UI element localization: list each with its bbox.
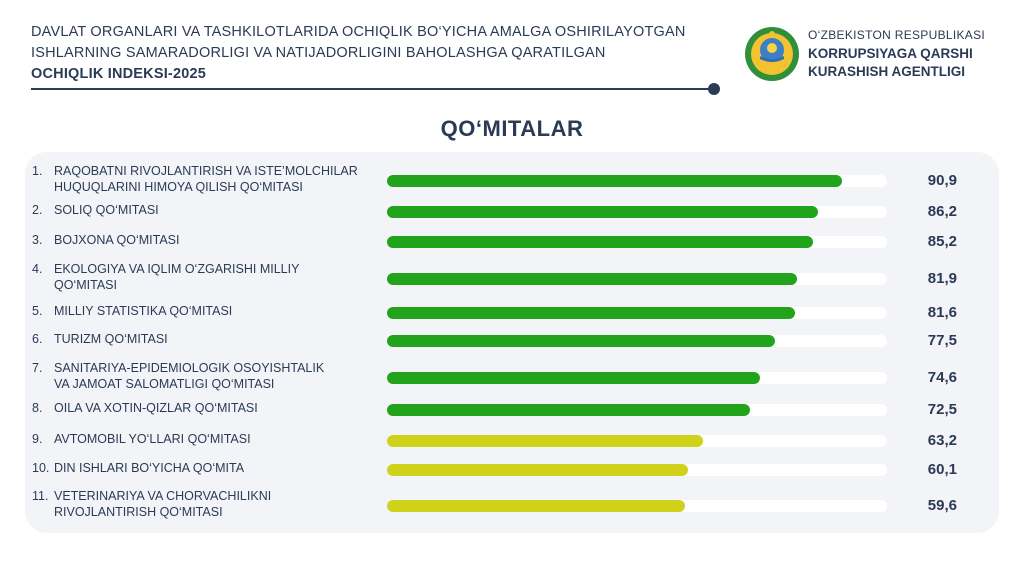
header-title-line-3: OCHIQLIK INDEKSI-2025 <box>31 66 207 82</box>
bar-label-number: 6. <box>32 332 43 346</box>
bar-label-number: 3. <box>32 233 43 247</box>
bar-label-text: SOLIQ QO‘MITASI <box>54 203 159 217</box>
bar <box>387 500 685 512</box>
bar-label: 11. VETERINARIYA VA CHORVACHILIKNI RIVOJLA… <box>32 488 271 520</box>
bar <box>387 372 760 384</box>
bar-label: 5. MILLIY STATISTIKA QO‘MITASI <box>32 303 232 319</box>
bar <box>387 206 818 218</box>
bar-label-text: SANITARIYA-EPIDEMIOLOGIK OSOYISHTALIK <box>54 361 325 375</box>
bar <box>387 404 750 416</box>
bar-label-number: 1. <box>32 164 43 178</box>
bar <box>387 464 688 476</box>
bar-label-number: 5. <box>32 304 43 318</box>
bar-label: 6. TURIZM QO‘MITASI <box>32 331 168 347</box>
bar-label-number: 2. <box>32 203 43 217</box>
bar-label-text: VETERINARIYA VA CHORVACHILIKNI <box>54 489 272 503</box>
bar-value-label: 74,6 <box>927 369 957 386</box>
bar-value-label: 59,6 <box>927 497 957 514</box>
bar-value-label: 85,2 <box>927 233 957 250</box>
bar-value-label: 81,6 <box>927 304 957 321</box>
agency-name-line-3: KURASHISH AGENTLIGI <box>808 64 966 79</box>
bar-label-text: RAQOBATNI RIVOJLANTIRISH VA ISTE’MOLCHIL… <box>54 164 358 178</box>
header-title-line-2: ISHLARNING SAMARADORLIGI VA NATIJADORLIG… <box>31 45 606 61</box>
bar-label: 2. SOLIQ QO‘MITASI <box>32 202 159 218</box>
bar-label: 10. DIN ISHLARI BO‘YICHA QO‘MITA <box>32 460 244 476</box>
bar-label-text: RIVOJLANTIRISH QO‘MITASI <box>54 505 223 519</box>
bar-label-text: TURIZM QO‘MITASI <box>54 332 168 346</box>
bar <box>387 236 813 248</box>
bar-label: 9. AVTOMOBIL YO‘LLARI QO‘MITASI <box>32 431 251 447</box>
bar <box>387 273 797 285</box>
bar-label: 4. EKOLOGIYA VA IQLIM O‘ZGARISHI MILLIY QO… <box>32 261 299 293</box>
header-title-line-1: DAVLAT ORGANLARI VA TASHKILOTLARIDA OCHI… <box>31 24 686 40</box>
bar <box>387 435 703 447</box>
section-title: QO‘MITALAR <box>440 116 584 141</box>
bar-value-label: 90,9 <box>927 172 957 189</box>
bar-value-label: 60,1 <box>927 461 957 478</box>
bar-label-text: EKOLOGIYA VA IQLIM O‘ZGARISHI MILLIY <box>54 262 300 276</box>
bar-label-text: BOJXONA QO‘MITASI <box>54 233 180 247</box>
bar-label-number: 8. <box>32 401 43 415</box>
bar-label-text: QO‘MITASI <box>54 278 117 292</box>
bar-label-text: HUQUQLARINI HIMOYA QILISH QO‘MITASI <box>54 180 303 194</box>
bar-label: 7. SANITARIYA-EPIDEMIOLOGIK OSOYISHTALIK V… <box>32 360 324 392</box>
bar-value-label: 81,9 <box>927 270 957 287</box>
bar-label-number: 7. <box>32 361 43 375</box>
agency-name-line-2: KORRUPSIYAGA QARSHI <box>808 46 973 61</box>
bar-value-label: 77,5 <box>927 332 957 349</box>
header-divider-dot <box>708 83 720 95</box>
bar-label-text: MILLIY STATISTIKA QO‘MITASI <box>54 304 233 318</box>
bar-value-label: 63,2 <box>927 432 957 449</box>
bar-label-number: 4. <box>32 262 43 276</box>
state-emblem-icon <box>745 27 799 81</box>
bar-label-number: 10. <box>32 461 50 475</box>
bar <box>387 335 775 347</box>
bar-value-label: 86,2 <box>927 203 957 220</box>
bar-value-label: 72,5 <box>927 401 957 418</box>
bar-label-number: 11. <box>32 489 49 503</box>
bar-label-text: VA JAMOAT SALOMATLIGI QO‘MITASI <box>54 377 275 391</box>
header-divider <box>31 88 714 90</box>
bar-label-text: AVTOMOBIL YO‘LLARI QO‘MITASI <box>54 432 251 446</box>
bar-label-number: 9. <box>32 432 43 446</box>
bar <box>387 175 842 187</box>
bar <box>387 307 795 319</box>
bar-label-text: DIN ISHLARI BO‘YICHA QO‘MITA <box>54 461 245 475</box>
bar-label-text: OILA VA XOTIN-QIZLAR QO‘MITASI <box>54 401 258 415</box>
bar-label: 8. OILA VA XOTIN-QIZLAR QO‘MITASI <box>32 400 258 416</box>
agency-name-line-1: O‘ZBEKISTON RESPUBLIKASI <box>808 28 986 42</box>
bar-label: 3. BOJXONA QO‘MITASI <box>32 232 179 248</box>
bar-label: 1. RAQOBATNI RIVOJLANTIRISH VA ISTE’MOLCH… <box>32 163 358 195</box>
